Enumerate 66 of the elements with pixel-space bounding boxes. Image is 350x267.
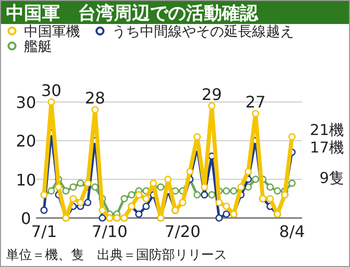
data-label: 27	[245, 92, 266, 112]
point	[274, 187, 282, 195]
x-tick-label: 7/20	[164, 222, 201, 241]
point	[135, 191, 142, 198]
point	[128, 191, 136, 198]
title-banner: 中国軍 台湾周辺での活動確認	[1, 1, 349, 24]
point	[98, 206, 106, 214]
point	[194, 133, 201, 140]
point	[142, 195, 150, 202]
point	[142, 202, 150, 210]
point	[252, 110, 260, 118]
chart-title: 中国軍 台湾周辺での活動確認	[6, 3, 259, 24]
point	[172, 187, 179, 195]
point	[91, 106, 99, 114]
point	[70, 195, 77, 202]
point	[76, 180, 84, 187]
point	[120, 195, 128, 202]
data-label: 28	[84, 88, 106, 108]
point	[135, 210, 142, 218]
point	[208, 191, 216, 198]
data-label: 30	[41, 81, 62, 100]
point	[208, 102, 216, 110]
point	[266, 183, 274, 191]
point	[91, 183, 99, 191]
point	[222, 202, 230, 210]
legend-label: 艦艇	[24, 39, 52, 55]
data-label: 9隻	[319, 169, 344, 188]
x-tick-label: 7/10	[92, 222, 128, 241]
point	[150, 180, 158, 187]
point	[288, 180, 296, 187]
point	[48, 98, 55, 106]
point	[215, 214, 223, 222]
x-tick-label: 7/1	[31, 222, 57, 241]
point	[62, 187, 70, 195]
point	[244, 168, 252, 176]
point	[84, 198, 92, 206]
text: 単位＝機、隻 出典＝国防部リリース	[6, 248, 227, 263]
point	[288, 133, 296, 140]
point	[200, 183, 208, 191]
point	[76, 198, 84, 206]
point	[230, 187, 238, 195]
point	[237, 183, 245, 191]
point	[84, 180, 92, 187]
point	[48, 187, 55, 195]
point	[40, 206, 48, 214]
y-tick-label: 0	[20, 209, 32, 228]
data-label: 29	[202, 84, 222, 104]
y-tick-label: 10	[16, 170, 36, 190]
point	[222, 187, 230, 195]
point	[222, 210, 230, 218]
point	[164, 176, 172, 183]
y-tick-label: 20	[16, 132, 36, 151]
point	[215, 198, 223, 206]
point	[98, 214, 106, 222]
point	[157, 183, 164, 191]
point	[70, 183, 77, 191]
data-label: 21機	[310, 120, 344, 139]
point	[266, 195, 274, 202]
point	[194, 191, 201, 198]
point	[54, 183, 62, 191]
y-tick-label: 30	[16, 93, 36, 112]
point	[252, 176, 260, 183]
data-label: 17機	[310, 138, 344, 156]
x-tick-label: 8/4	[279, 222, 305, 241]
point	[186, 168, 194, 176]
legend-label: 中国軍機	[24, 24, 80, 40]
